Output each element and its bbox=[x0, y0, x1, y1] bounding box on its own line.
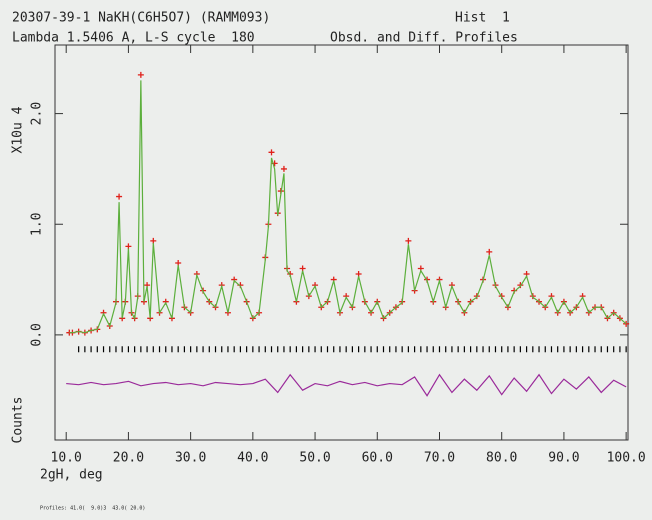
x-tick-label: 10.0 bbox=[51, 451, 82, 466]
y-axis-label: X10u 4 bbox=[11, 106, 26, 153]
x-tick-label: 90.0 bbox=[548, 451, 579, 466]
plot-frame bbox=[54, 44, 629, 441]
x-tick-label: 60.0 bbox=[362, 451, 393, 466]
x-tick-label: 80.0 bbox=[486, 451, 517, 466]
observed-point bbox=[150, 237, 157, 244]
x-tick-label: 50.0 bbox=[299, 451, 330, 466]
x-tick-label: 20.0 bbox=[113, 451, 144, 466]
calculated-line bbox=[69, 80, 627, 334]
y-axis-label-lower: Counts bbox=[11, 397, 26, 444]
hist-label: Hist 1 bbox=[455, 11, 510, 26]
x-tick-label: 100.0 bbox=[607, 451, 646, 466]
observed-point bbox=[125, 243, 132, 250]
x-axis-label: 2gH, deg bbox=[40, 468, 103, 483]
plot-label: Obsd. and Diff. Profiles bbox=[330, 31, 518, 46]
observed-point bbox=[175, 259, 182, 266]
x-tick-label: 70.0 bbox=[424, 451, 455, 466]
x-tick-label: 40.0 bbox=[237, 451, 268, 466]
observed-point bbox=[268, 149, 275, 156]
difference-line bbox=[66, 373, 627, 397]
observed-point bbox=[486, 248, 493, 255]
y-tick-label: 0.0 bbox=[30, 323, 45, 346]
observed-point bbox=[355, 271, 362, 278]
observed-point bbox=[137, 71, 144, 78]
y-tick-label: 2.0 bbox=[30, 102, 45, 125]
observed-point bbox=[405, 237, 412, 244]
observed-point bbox=[280, 165, 287, 172]
observed-point bbox=[299, 265, 306, 272]
observed-point bbox=[116, 193, 123, 200]
y-tick-label: 1.0 bbox=[30, 213, 45, 236]
x-tick-label: 30.0 bbox=[175, 451, 206, 466]
chart-title: 20307-39-1 NaKH(C6H5O7) (RAMM093) bbox=[12, 11, 270, 26]
chart-subtitle: Lambda 1.5406 A, L-S cycle 180 bbox=[12, 31, 255, 46]
footnote: Profiles: 41.0( 9.0)3 43.0( 20.0) bbox=[40, 506, 145, 512]
observed-point bbox=[623, 320, 630, 327]
